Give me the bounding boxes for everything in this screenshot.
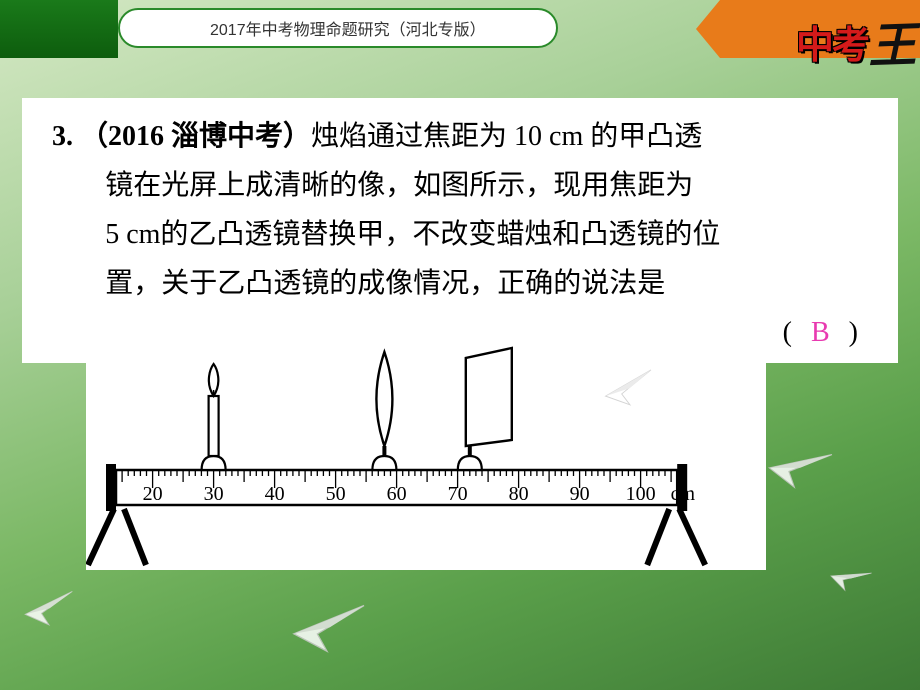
header-title-wrap: 2017年中考物理命题研究（河北专版） [118,0,720,58]
logo-text-a: 中考 [796,25,868,67]
header-title-text: 2017年中考物理命题研究（河北专版） [210,16,486,40]
svg-text:20: 20 [143,483,163,505]
svg-text:40: 40 [265,483,285,505]
question-number: 3. [52,121,73,152]
paper-plane-icon [288,600,371,660]
question-line-1: 3. （2016 淄博中考）烛焰通过焦距为 10 cm 的甲凸透 [52,112,868,161]
question-text-4: 置，关于乙凸透镜的成像情况，正确的说法是 [52,259,868,308]
question-text-2: 镜在光屏上成清晰的像，如图所示，现用焦距为 [52,161,868,210]
svg-text:cm: cm [671,483,696,505]
paper-plane-icon [827,562,874,598]
optics-diagram: 20 30 40 50 60 70 80 90 100 cm [86,330,766,570]
paren-open: ( [783,317,792,348]
answer-letter: B [799,317,842,348]
logo: 中考王 [796,2,914,72]
paper-plane-icon [20,588,79,633]
svg-text:90: 90 [570,483,590,505]
question-source: （2016 淄博中考） [80,121,311,152]
svg-text:30: 30 [204,483,224,505]
header-green-block [0,0,118,58]
question-text-3: 5 cm的乙凸透镜替换甲，不改变蜡烛和凸透镜的位 [52,210,868,259]
svg-text:70: 70 [448,483,468,505]
header-bar: 2017年中考物理命题研究（河北专版） 中考王 [0,0,920,58]
question-text-1: 烛焰通过焦距为 10 cm 的甲凸透 [311,121,702,152]
question-card: 3. （2016 淄博中考）烛焰通过焦距为 10 cm 的甲凸透 镜在光屏上成清… [22,98,898,363]
svg-text:50: 50 [326,483,346,505]
paren-close: ) [849,317,858,348]
logo-text-b: 王 [867,5,915,77]
svg-text:100: 100 [626,483,656,505]
diagram-svg: 20 30 40 50 60 70 80 90 100 cm [86,330,766,570]
paper-plane-icon [766,446,835,494]
svg-text:60: 60 [387,483,407,505]
svg-text:80: 80 [509,483,529,505]
header-title: 2017年中考物理命题研究（河北专版） [118,8,558,48]
